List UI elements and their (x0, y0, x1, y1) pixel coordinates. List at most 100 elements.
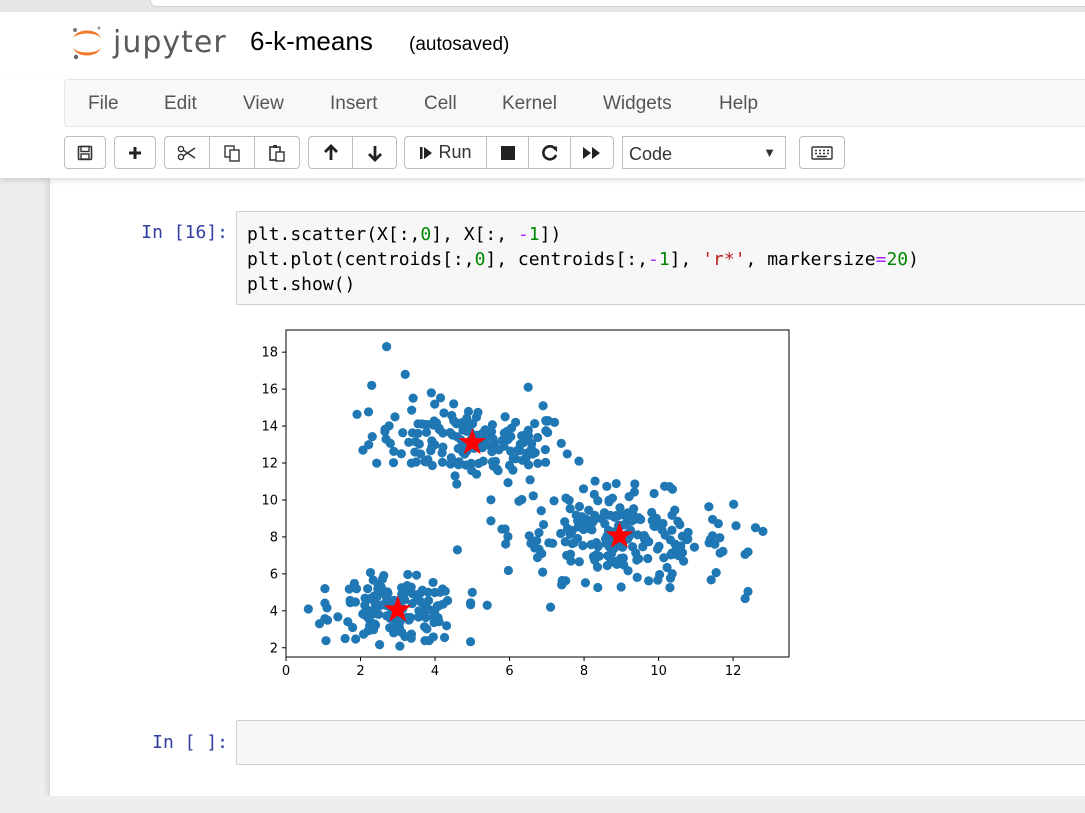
data-point (380, 424, 390, 434)
menu-kernel[interactable]: Kernel (502, 93, 557, 114)
restart-run-all-button[interactable] (570, 136, 614, 169)
data-point (729, 499, 739, 509)
data-point (452, 479, 462, 489)
data-point (526, 538, 536, 549)
data-point (715, 533, 725, 543)
data-point (379, 570, 389, 581)
data-point (403, 569, 413, 580)
data-point (500, 412, 510, 422)
browser-top-strip (0, 0, 1085, 12)
interrupt-button[interactable] (486, 136, 529, 169)
menu-cell[interactable]: Cell (424, 93, 457, 114)
cell-prompt: In [ ]: (152, 732, 228, 753)
data-point (417, 419, 427, 429)
command-palette-button[interactable] (799, 136, 845, 169)
data-point (634, 513, 644, 523)
caret-down-icon: ▼ (763, 145, 776, 160)
data-point (670, 505, 680, 515)
code-token: ]) (539, 224, 562, 245)
data-point (441, 621, 452, 631)
data-point (359, 629, 369, 639)
data-point (457, 418, 467, 428)
menu-insert[interactable]: Insert (330, 93, 378, 114)
data-point (467, 587, 477, 597)
data-point (320, 598, 330, 608)
code-number: 0 (420, 224, 432, 245)
data-point (406, 633, 416, 643)
data-point (427, 442, 437, 452)
data-point (414, 439, 424, 449)
data-point (565, 527, 575, 537)
data-point (438, 442, 448, 452)
plus-icon (129, 146, 141, 159)
data-point (352, 409, 362, 419)
data-point (610, 556, 620, 566)
data-point (364, 440, 374, 450)
data-point (711, 567, 721, 578)
data-point (534, 528, 544, 538)
data-point (439, 632, 450, 643)
data-point (482, 600, 492, 610)
data-point (400, 369, 410, 379)
data-point (627, 542, 638, 552)
code-cell-input[interactable]: plt.scatter(X[:,0], X[:, -1]) plt.plot(c… (236, 211, 1085, 305)
run-button[interactable]: Run (404, 136, 487, 169)
y-tick-label: 8 (270, 530, 278, 545)
data-point (540, 445, 550, 455)
data-point (422, 624, 432, 634)
data-point (632, 555, 642, 565)
y-tick-label: 2 (270, 641, 278, 656)
data-point (672, 543, 682, 553)
empty-code-cell-input[interactable] (236, 720, 1085, 765)
notebook-name[interactable]: 6-k-means (250, 26, 373, 56)
paste-button[interactable] (254, 136, 300, 169)
copy-button[interactable] (209, 136, 255, 169)
data-point (363, 584, 373, 594)
data-point (713, 519, 723, 529)
data-point (590, 555, 600, 565)
menu-file[interactable]: File (88, 93, 119, 114)
data-point (404, 437, 414, 447)
menu-edit[interactable]: Edit (164, 93, 197, 114)
menu-help[interactable]: Help (719, 93, 759, 114)
data-point (623, 566, 633, 576)
data-point (615, 503, 625, 513)
move-up-button[interactable] (308, 136, 353, 169)
cell-type-select[interactable]: Code ▼ (622, 136, 786, 169)
data-point (435, 587, 445, 597)
save-button[interactable] (64, 136, 106, 169)
data-point (569, 538, 579, 548)
data-point (578, 541, 588, 551)
data-point (541, 457, 551, 467)
restart-button[interactable] (528, 136, 571, 169)
data-point (590, 510, 600, 520)
data-point (602, 481, 612, 491)
data-point (473, 458, 484, 469)
menu-widgets[interactable]: Widgets (603, 93, 672, 114)
data-point (525, 475, 535, 485)
arrow-up-icon (323, 143, 338, 160)
x-tick-label: 8 (580, 664, 588, 679)
data-point (653, 575, 663, 585)
data-point (674, 551, 684, 561)
cut-button[interactable] (164, 136, 210, 169)
insert-cell-button[interactable] (114, 136, 156, 169)
data-point (587, 525, 597, 535)
data-point (450, 471, 460, 481)
data-point (652, 544, 663, 554)
x-tick-label: 4 (431, 664, 439, 679)
code-token: plt.show() (247, 274, 356, 295)
data-point (390, 412, 400, 422)
data-point (372, 589, 382, 599)
data-point (471, 412, 482, 422)
jupyter-logo-text: jupyter (113, 25, 227, 60)
data-point (430, 399, 440, 409)
data-point (416, 606, 426, 616)
data-point (350, 597, 361, 607)
data-point (423, 595, 434, 606)
data-point (665, 535, 675, 545)
data-point (407, 428, 418, 438)
move-down-button[interactable] (352, 136, 397, 169)
menu-view[interactable]: View (243, 93, 284, 114)
